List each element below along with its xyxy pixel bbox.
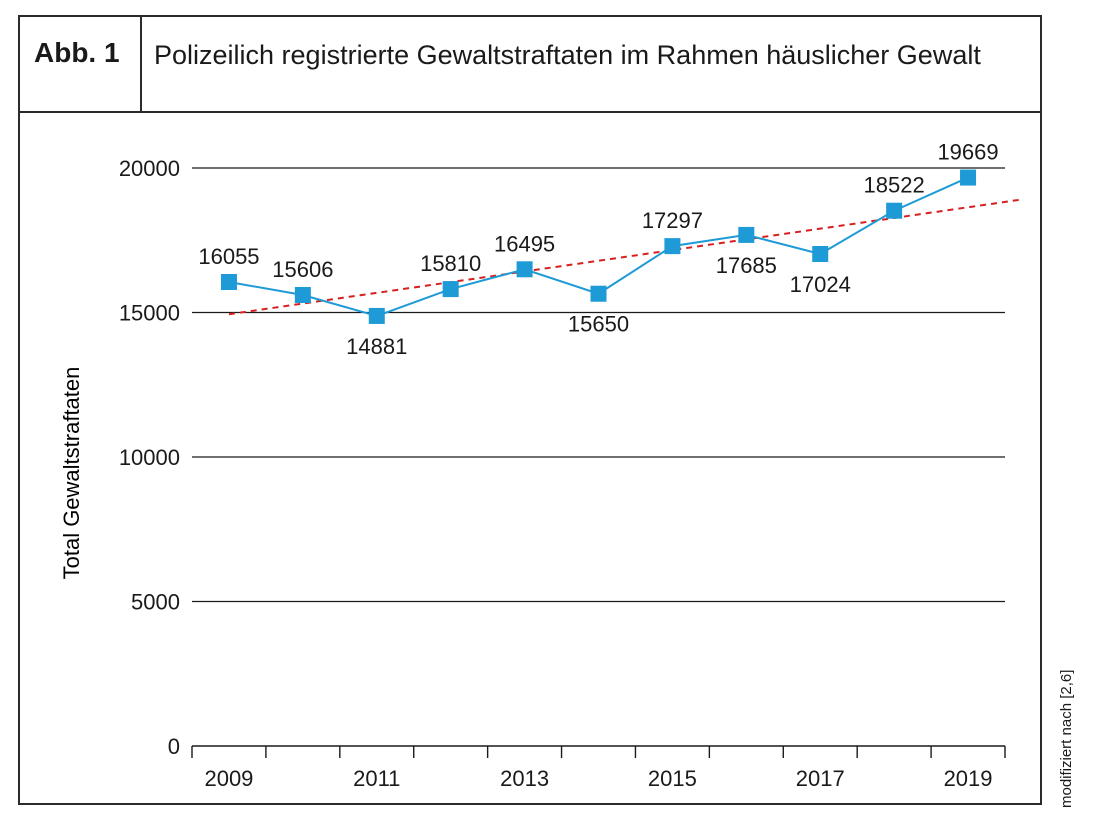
data-point-marker — [960, 169, 977, 186]
data-label: 16495 — [494, 231, 555, 256]
series-group — [220, 169, 977, 324]
y-tick-label: 10000 — [119, 445, 180, 470]
data-label: 17024 — [790, 272, 851, 297]
data-point-marker — [442, 281, 459, 298]
data-label: 17685 — [716, 253, 777, 278]
data-label: 19669 — [937, 140, 998, 165]
data-label: 18522 — [864, 173, 925, 198]
figure-frame: Abb. 1 Polizeilich registrierte Gewaltst… — [18, 15, 1042, 805]
data-label: 15810 — [420, 251, 481, 276]
y-tick-label: 20000 — [119, 156, 180, 181]
data-labels: 16055 15606 14881 15810 16495 15650 17297 17685… — [198, 140, 998, 359]
figure-label: Abb. 1 — [20, 17, 142, 111]
y-tick-label: 5000 — [131, 590, 180, 615]
x-tick-label: 2017 — [796, 766, 845, 791]
trendline — [228, 198, 1020, 316]
trendline-group — [228, 198, 1020, 316]
x-tick-label: 2011 — [353, 766, 400, 791]
y-axis-tick-labels: 0 5000 10000 15000 20000 — [119, 156, 180, 759]
y-tick-label: 15000 — [119, 301, 180, 326]
data-point-marker — [812, 246, 829, 263]
data-point-marker — [664, 238, 681, 255]
x-axis-tick-labels: 2009 2011 2013 2015 2017 2019 — [204, 766, 992, 791]
data-point-marker — [368, 307, 385, 324]
x-tick-label: 2015 — [648, 766, 697, 791]
y-axis-title: Total Gewaltstraftaten — [59, 367, 84, 580]
data-label: 16055 — [198, 244, 259, 269]
data-point-marker — [738, 226, 755, 243]
data-label: 14881 — [346, 334, 407, 359]
data-point-marker — [590, 285, 607, 302]
data-label: 15606 — [272, 257, 333, 282]
x-tick-label: 2019 — [944, 766, 993, 791]
x-axis — [191, 745, 1006, 758]
figure-header: Abb. 1 Polizeilich registrierte Gewaltst… — [20, 17, 1040, 113]
figure-title: Polizeilich registrierte Gewaltstraftate… — [154, 40, 981, 70]
source-note: modifiziert nach [2,6] — [1058, 669, 1075, 808]
data-point-marker — [294, 286, 311, 303]
gridlines — [192, 167, 1005, 603]
data-point-marker — [220, 274, 237, 291]
x-tick-label: 2009 — [204, 766, 253, 791]
line-chart: 0 5000 10000 15000 20000 2009 2011 2013 2015 201… — [59, 140, 1020, 791]
x-tick-label: 2013 — [500, 766, 549, 791]
y-tick-label: 0 — [168, 734, 180, 759]
data-label: 17297 — [642, 208, 703, 233]
data-point-marker — [516, 261, 533, 278]
data-point-marker — [886, 202, 903, 219]
data-label: 15650 — [568, 312, 629, 337]
